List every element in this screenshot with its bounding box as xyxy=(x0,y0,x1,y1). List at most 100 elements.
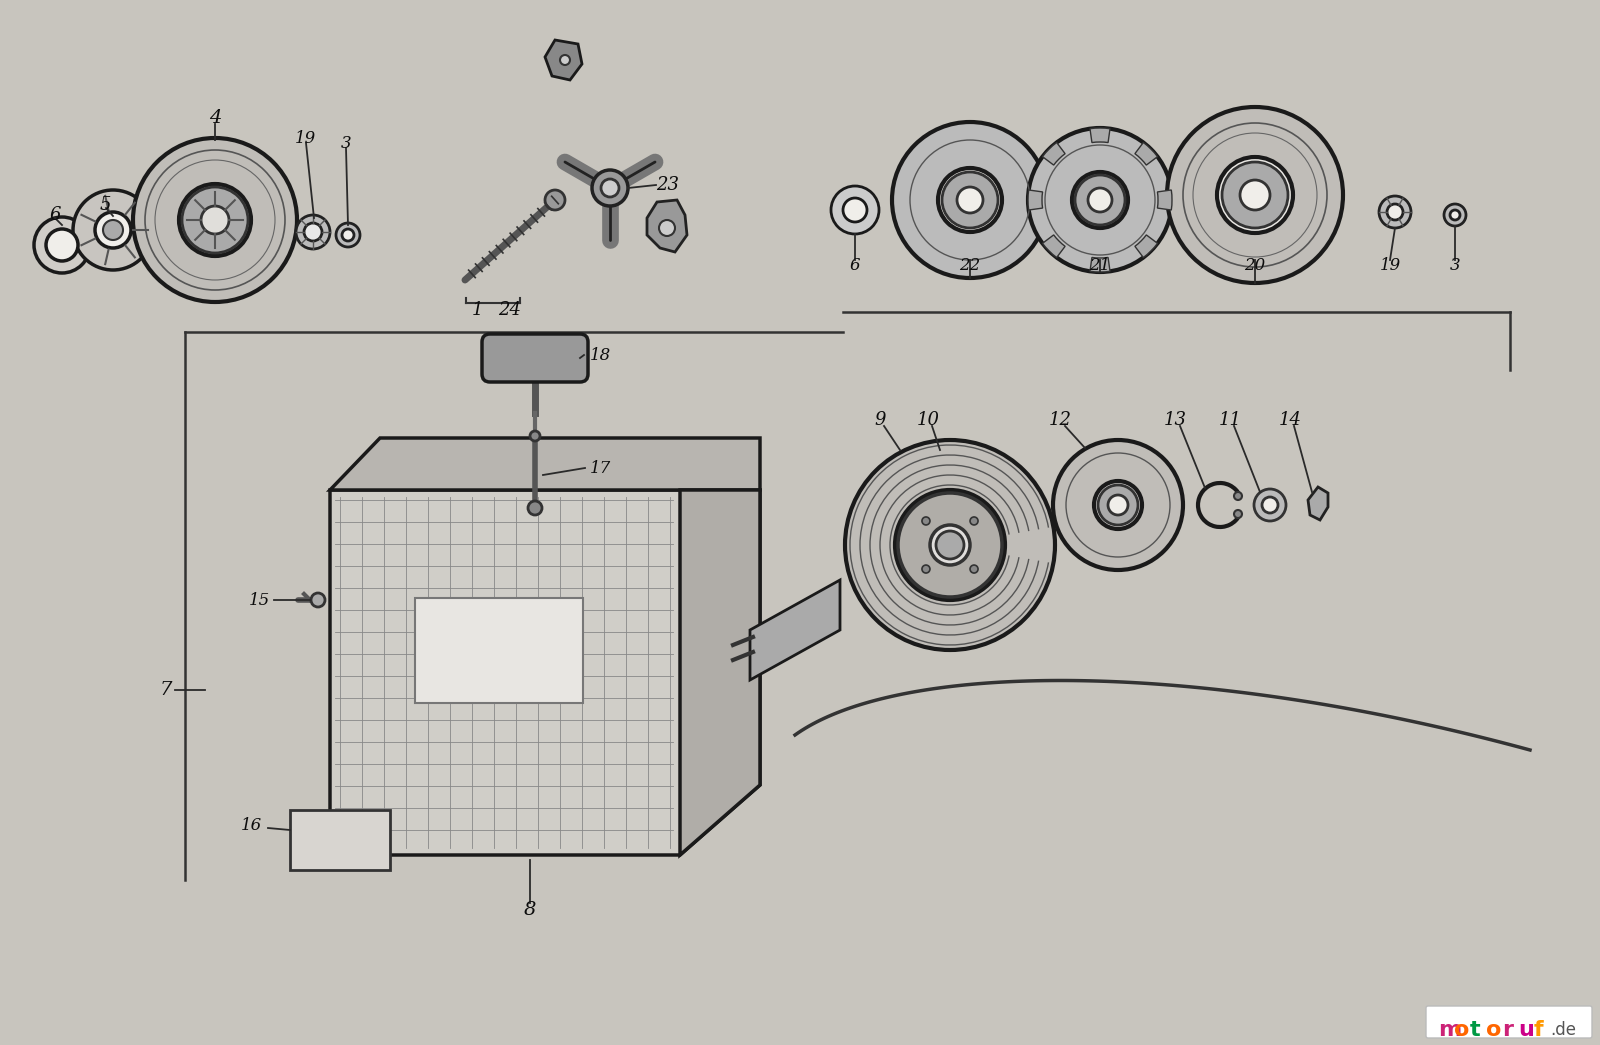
Circle shape xyxy=(659,220,675,236)
Text: 19: 19 xyxy=(1379,256,1400,274)
Circle shape xyxy=(304,223,322,241)
Circle shape xyxy=(938,168,1002,232)
Text: o: o xyxy=(1454,1020,1469,1040)
Circle shape xyxy=(528,501,542,515)
Polygon shape xyxy=(1309,487,1328,520)
FancyBboxPatch shape xyxy=(482,334,589,382)
Circle shape xyxy=(830,186,878,234)
Circle shape xyxy=(1379,196,1411,228)
Circle shape xyxy=(1387,204,1403,220)
Circle shape xyxy=(202,206,229,234)
Polygon shape xyxy=(330,490,760,855)
Polygon shape xyxy=(680,490,760,855)
Wedge shape xyxy=(1134,142,1157,165)
Text: t: t xyxy=(1470,1020,1480,1040)
Circle shape xyxy=(1222,162,1288,228)
Circle shape xyxy=(74,190,154,270)
Circle shape xyxy=(970,565,978,573)
Text: 7: 7 xyxy=(160,681,173,699)
Text: 14: 14 xyxy=(1278,411,1301,429)
Bar xyxy=(414,598,582,703)
Text: 3: 3 xyxy=(341,135,352,152)
Text: 4: 4 xyxy=(210,109,221,127)
Text: .de: .de xyxy=(1550,1021,1576,1039)
Circle shape xyxy=(1107,495,1128,515)
Circle shape xyxy=(922,517,930,525)
Text: 22: 22 xyxy=(960,256,981,274)
Circle shape xyxy=(1027,127,1171,272)
Circle shape xyxy=(179,184,251,256)
Circle shape xyxy=(1450,210,1459,220)
Circle shape xyxy=(1262,497,1278,513)
Circle shape xyxy=(1075,175,1125,225)
Circle shape xyxy=(894,490,1005,600)
Text: 11: 11 xyxy=(1219,411,1242,429)
Circle shape xyxy=(1254,489,1286,521)
Circle shape xyxy=(133,138,298,302)
Circle shape xyxy=(1234,492,1242,500)
Circle shape xyxy=(102,220,123,240)
Text: 24: 24 xyxy=(499,301,522,319)
Text: f: f xyxy=(1534,1020,1544,1040)
Wedge shape xyxy=(1090,257,1110,272)
Text: 6: 6 xyxy=(850,256,861,274)
Text: 13: 13 xyxy=(1163,411,1187,429)
Circle shape xyxy=(1072,172,1128,228)
Circle shape xyxy=(1098,485,1138,525)
Text: 21: 21 xyxy=(1090,256,1110,274)
Wedge shape xyxy=(1043,142,1066,165)
Circle shape xyxy=(1443,204,1466,226)
Text: 23: 23 xyxy=(656,176,680,194)
Circle shape xyxy=(930,525,970,565)
Wedge shape xyxy=(1027,190,1043,210)
Text: 9: 9 xyxy=(874,411,886,429)
Text: r: r xyxy=(1502,1020,1514,1040)
Circle shape xyxy=(942,172,998,228)
Wedge shape xyxy=(1043,235,1066,257)
Circle shape xyxy=(1240,180,1270,210)
Text: 16: 16 xyxy=(240,816,262,834)
Text: 12: 12 xyxy=(1048,411,1072,429)
Circle shape xyxy=(1053,440,1182,570)
Circle shape xyxy=(342,229,354,241)
Text: 18: 18 xyxy=(590,347,611,364)
Circle shape xyxy=(560,55,570,65)
Circle shape xyxy=(296,215,330,249)
Circle shape xyxy=(602,179,619,198)
Polygon shape xyxy=(330,438,760,490)
Text: 17: 17 xyxy=(590,460,611,477)
Text: 8: 8 xyxy=(523,901,536,919)
Text: o: o xyxy=(1486,1020,1501,1040)
Circle shape xyxy=(530,431,541,441)
Text: 1: 1 xyxy=(472,301,483,319)
Polygon shape xyxy=(646,200,686,252)
Polygon shape xyxy=(290,810,390,870)
Text: 10: 10 xyxy=(917,411,939,429)
Text: 6: 6 xyxy=(50,206,61,224)
Circle shape xyxy=(957,187,982,213)
Text: 19: 19 xyxy=(294,130,315,146)
Text: 3: 3 xyxy=(1450,256,1461,274)
Circle shape xyxy=(546,190,565,210)
Text: u: u xyxy=(1518,1020,1534,1040)
Circle shape xyxy=(336,223,360,247)
Text: m: m xyxy=(1438,1020,1461,1040)
Circle shape xyxy=(34,217,90,273)
Polygon shape xyxy=(546,40,582,80)
Circle shape xyxy=(936,531,963,559)
Circle shape xyxy=(182,187,248,253)
Wedge shape xyxy=(1157,190,1171,210)
Circle shape xyxy=(94,212,131,248)
Text: 5: 5 xyxy=(99,196,110,214)
Circle shape xyxy=(1218,157,1293,233)
Circle shape xyxy=(310,593,325,607)
Circle shape xyxy=(970,517,978,525)
Polygon shape xyxy=(750,580,840,680)
Circle shape xyxy=(1094,481,1142,529)
Wedge shape xyxy=(1134,235,1157,257)
FancyBboxPatch shape xyxy=(1426,1006,1592,1038)
Circle shape xyxy=(1234,510,1242,518)
Circle shape xyxy=(898,493,1002,597)
Text: 15: 15 xyxy=(248,591,270,608)
Wedge shape xyxy=(1090,127,1110,142)
